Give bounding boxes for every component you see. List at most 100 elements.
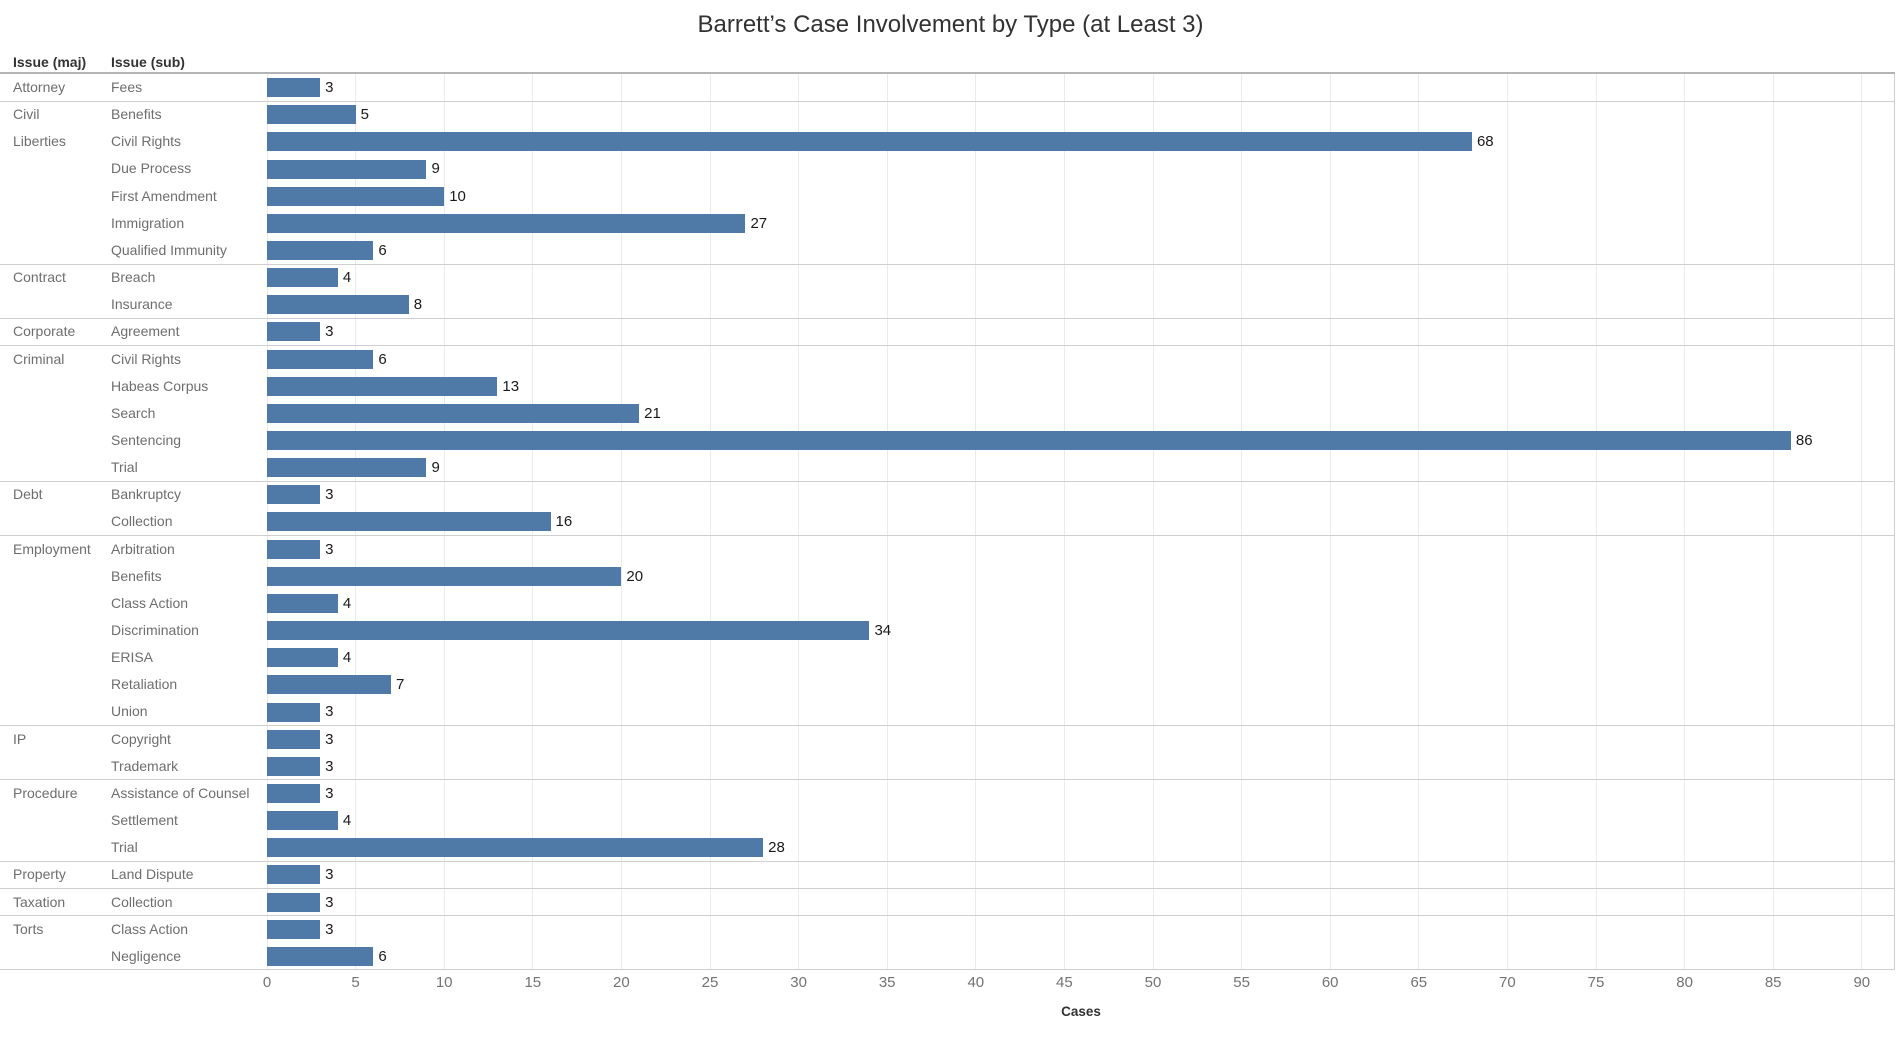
column-header-issue-sub: Issue (sub) bbox=[111, 54, 185, 70]
bar-value-label: 5 bbox=[360, 106, 369, 124]
bar[interactable] bbox=[267, 648, 338, 668]
bar[interactable] bbox=[267, 78, 321, 98]
bar[interactable] bbox=[267, 322, 321, 342]
x-tick-label: 0 bbox=[262, 974, 272, 991]
bar-value-label: 21 bbox=[644, 404, 661, 422]
issue-maj-label: Contract bbox=[13, 269, 66, 286]
gridline bbox=[1506, 74, 1508, 970]
issue-sub-label: Land Dispute bbox=[111, 866, 194, 883]
issue-maj-label: Procedure bbox=[13, 784, 78, 801]
column-header-issue-maj: Issue (maj) bbox=[13, 54, 87, 70]
gridline bbox=[1152, 74, 1154, 970]
bar[interactable] bbox=[267, 756, 321, 776]
x-tick-label: 30 bbox=[790, 974, 807, 991]
issue-maj-label: Attorney bbox=[13, 79, 66, 95]
bar[interactable] bbox=[267, 811, 338, 831]
bar-value-label: 6 bbox=[378, 241, 387, 259]
group-separator bbox=[0, 480, 1895, 482]
gridline bbox=[709, 74, 711, 970]
bar-value-label: 9 bbox=[431, 459, 440, 477]
x-tick-label: 15 bbox=[524, 974, 542, 991]
bar[interactable] bbox=[267, 376, 498, 396]
bar[interactable] bbox=[267, 512, 551, 532]
issue-maj-label: Corporate bbox=[13, 323, 76, 340]
issue-sub-label: Assistance of Counsel bbox=[111, 784, 250, 801]
bar[interactable] bbox=[267, 865, 321, 885]
issue-sub-label: Copyright bbox=[111, 730, 171, 747]
issue-sub-label: Settlement bbox=[111, 812, 178, 829]
bar-value-label: 6 bbox=[378, 350, 387, 368]
issue-sub-label: First Amendment bbox=[111, 187, 217, 204]
bar[interactable] bbox=[267, 702, 321, 722]
bar[interactable] bbox=[267, 403, 640, 423]
bar[interactable] bbox=[267, 105, 356, 125]
bar[interactable] bbox=[267, 186, 445, 206]
bar-value-label: 68 bbox=[1476, 133, 1494, 151]
issue-sub-label: Agreement bbox=[111, 323, 180, 340]
bar-value-label: 16 bbox=[555, 513, 573, 531]
bar[interactable] bbox=[267, 946, 374, 966]
group-separator bbox=[0, 317, 1895, 319]
bar[interactable] bbox=[267, 295, 409, 315]
issue-sub-label: Fees bbox=[111, 79, 143, 95]
group-separator bbox=[0, 263, 1895, 265]
group-separator bbox=[0, 888, 1895, 890]
gridline bbox=[1772, 74, 1774, 970]
gridline bbox=[1241, 74, 1243, 970]
bar[interactable] bbox=[267, 213, 746, 233]
bar[interactable] bbox=[267, 838, 764, 858]
issue-sub-label: Civil Rights bbox=[111, 350, 182, 367]
issue-sub-label: Class Action bbox=[111, 920, 189, 937]
x-tick-label: 80 bbox=[1676, 974, 1693, 991]
bar-value-label: 3 bbox=[325, 757, 334, 775]
bar[interactable] bbox=[267, 485, 321, 505]
bar[interactable] bbox=[267, 132, 1472, 152]
bar-value-label: 10 bbox=[449, 187, 466, 205]
issue-sub-label: Collection bbox=[111, 513, 173, 530]
x-tick-label: 85 bbox=[1764, 974, 1782, 991]
gridline bbox=[1595, 74, 1597, 970]
issue-sub-label: ERISA bbox=[111, 649, 154, 666]
bar[interactable] bbox=[267, 458, 427, 478]
issue-sub-label: Due Process bbox=[111, 160, 192, 177]
x-tick-label: 10 bbox=[435, 974, 453, 991]
x-tick-label: 20 bbox=[613, 974, 630, 991]
issue-sub-label: Insurance bbox=[111, 296, 173, 313]
issue-sub-label: Arbitration bbox=[111, 540, 175, 557]
bar[interactable] bbox=[267, 784, 321, 803]
bar[interactable] bbox=[267, 539, 321, 559]
bar-value-label: 20 bbox=[626, 567, 644, 585]
issue-sub-label: Trademark bbox=[111, 757, 179, 774]
gridline bbox=[798, 74, 800, 970]
gridline bbox=[1063, 74, 1065, 970]
bar-value-label: 28 bbox=[768, 839, 785, 857]
bar-value-label: 4 bbox=[342, 269, 352, 287]
x-tick-label: 45 bbox=[1056, 974, 1073, 991]
bar-value-label: 3 bbox=[325, 784, 334, 802]
bar[interactable] bbox=[267, 240, 374, 260]
x-tick-label: 55 bbox=[1233, 974, 1250, 991]
axis-line bbox=[0, 969, 1895, 971]
bar[interactable] bbox=[267, 621, 870, 641]
x-tick-label: 60 bbox=[1321, 974, 1339, 991]
issue-sub-label: Immigration bbox=[111, 214, 185, 231]
bar-value-label: 34 bbox=[874, 622, 892, 640]
bar-value-label: 4 bbox=[342, 649, 352, 667]
bar[interactable] bbox=[267, 892, 321, 912]
bar[interactable] bbox=[267, 159, 427, 179]
bar[interactable] bbox=[267, 431, 1791, 451]
bar[interactable] bbox=[267, 268, 338, 288]
group-separator bbox=[0, 535, 1895, 537]
issue-maj-label: Civil Liberties bbox=[13, 106, 66, 150]
bar[interactable] bbox=[267, 919, 321, 939]
bar[interactable] bbox=[267, 593, 338, 613]
bar[interactable] bbox=[267, 349, 374, 369]
issue-sub-label: Benefits bbox=[111, 106, 162, 123]
gridline bbox=[886, 74, 888, 970]
bar-value-label: 27 bbox=[750, 214, 768, 232]
bar[interactable] bbox=[267, 566, 622, 586]
gridline bbox=[1861, 74, 1863, 970]
bar[interactable] bbox=[267, 675, 392, 695]
bar[interactable] bbox=[267, 729, 321, 749]
group-separator bbox=[0, 915, 1895, 917]
